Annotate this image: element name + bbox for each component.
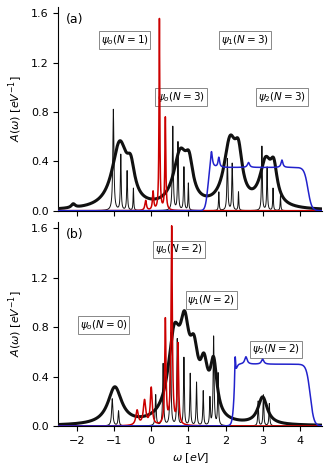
Y-axis label: $A(\omega)$ $[eV^{-1}]$: $A(\omega)$ $[eV^{-1}]$	[7, 76, 25, 142]
Text: (b): (b)	[66, 228, 84, 241]
X-axis label: $\omega$ $[eV]$: $\omega$ $[eV]$	[172, 451, 209, 465]
Text: $\psi_2(N=3)$: $\psi_2(N=3)$	[258, 90, 306, 104]
Text: $\psi_o(N=0)$: $\psi_o(N=0)$	[80, 318, 128, 332]
Text: $\psi_2(N=2)$: $\psi_2(N=2)$	[252, 342, 300, 356]
Text: $\psi_o(N=3)$: $\psi_o(N=3)$	[157, 90, 205, 104]
Text: $\psi_1(N=2)$: $\psi_1(N=2)$	[188, 293, 235, 307]
Text: $\psi_o(N=2)$: $\psi_o(N=2)$	[155, 243, 203, 256]
Y-axis label: $A(\omega)$ $[eV^{-1}]$: $A(\omega)$ $[eV^{-1}]$	[7, 291, 25, 357]
Text: (a): (a)	[66, 13, 84, 26]
Text: $\psi_o(N=1)$: $\psi_o(N=1)$	[101, 34, 148, 47]
Text: $\psi_1(N=3)$: $\psi_1(N=3)$	[221, 34, 269, 47]
